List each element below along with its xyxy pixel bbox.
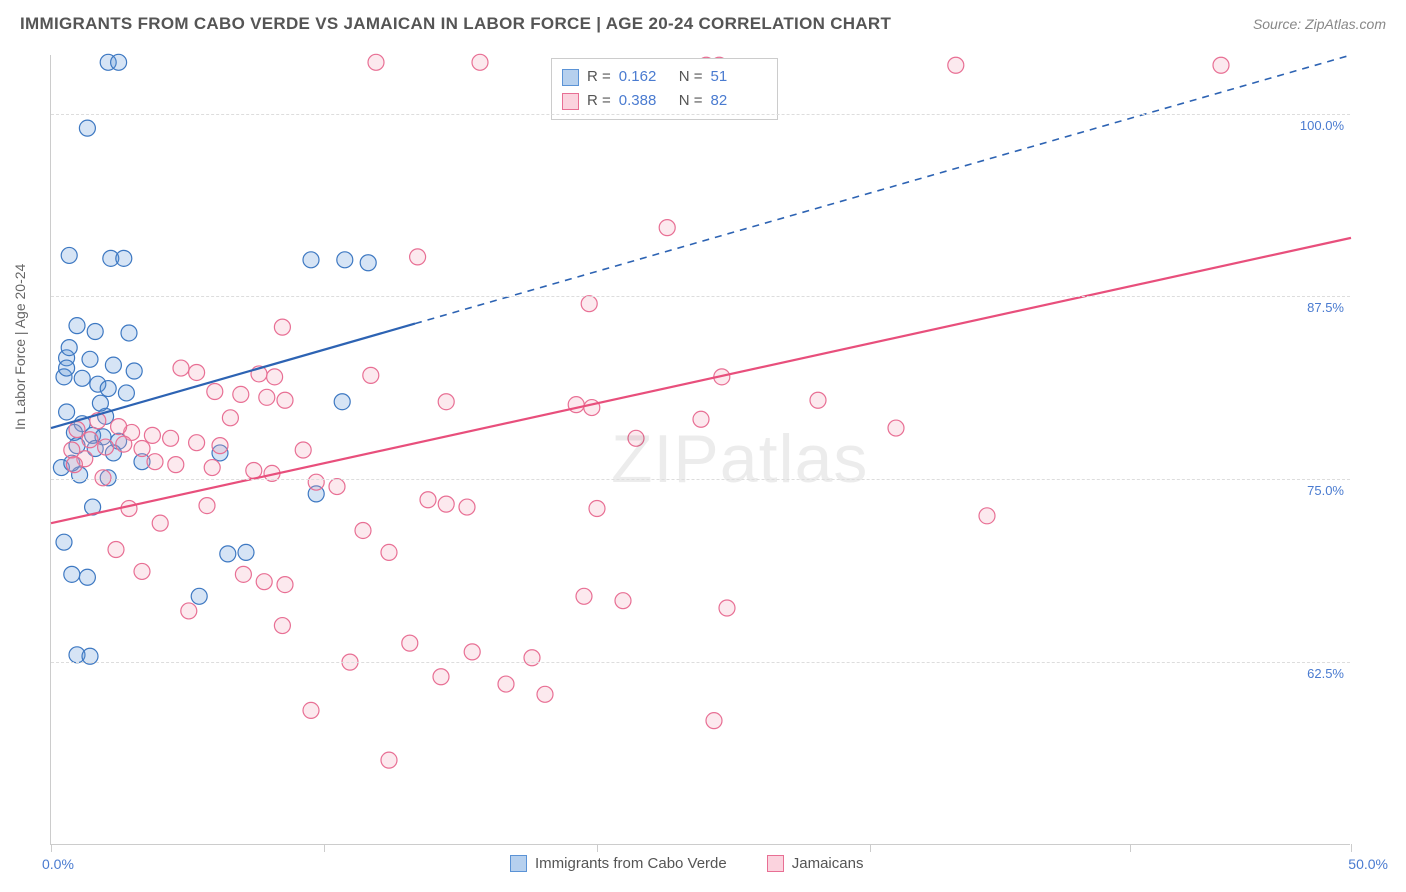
source-attribution: Source: ZipAtlas.com (1253, 16, 1386, 32)
legend-item-label: Jamaicans (792, 855, 864, 872)
y-axis-title: In Labor Force | Age 20-24 (12, 264, 28, 430)
r-label: R = (587, 89, 611, 113)
scatter-plot: ZIPatlas R = 0.162 N = 51 R = 0.388 N = … (50, 55, 1350, 845)
r-value: 0.388 (619, 89, 671, 113)
chart-title: IMMIGRANTS FROM CABO VERDE VS JAMAICAN I… (20, 14, 891, 34)
legend-item: Jamaicans (767, 855, 864, 872)
x-axis-min-label: 0.0% (42, 856, 74, 872)
legend-stats-row: R = 0.388 N = 82 (562, 89, 763, 113)
n-value: 82 (711, 89, 763, 113)
legend-series: Immigrants from Cabo Verde Jamaicans (510, 855, 863, 872)
legend-item-label: Immigrants from Cabo Verde (535, 855, 727, 872)
n-label: N = (679, 89, 703, 113)
x-axis-max-label: 50.0% (1348, 856, 1388, 872)
n-value: 51 (711, 65, 763, 89)
swatch-icon (562, 69, 579, 86)
swatch-icon (562, 93, 579, 110)
y-grid-label: 87.5% (1307, 300, 1344, 315)
legend-stats: R = 0.162 N = 51 R = 0.388 N = 82 (551, 58, 778, 120)
y-grid-label: 62.5% (1307, 666, 1344, 681)
y-grid-label: 75.0% (1307, 483, 1344, 498)
legend-item: Immigrants from Cabo Verde (510, 855, 727, 872)
swatch-icon (767, 855, 784, 872)
legend-stats-row: R = 0.162 N = 51 (562, 65, 763, 89)
r-value: 0.162 (619, 65, 671, 89)
n-label: N = (679, 65, 703, 89)
swatch-icon (510, 855, 527, 872)
plot-svg (51, 55, 1350, 844)
y-grid-label: 100.0% (1300, 118, 1344, 133)
r-label: R = (587, 65, 611, 89)
